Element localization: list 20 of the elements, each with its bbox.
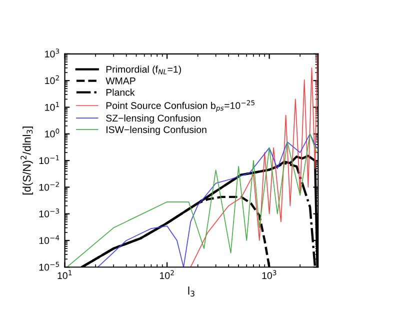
y-tick-label: 10$^{−3}$ <box>39 208 60 218</box>
x-tick-label: 10$^{3}$ <box>262 270 276 280</box>
y-tick-label: 10$^{0}$ <box>45 128 60 138</box>
legend-label: ISW−lensing Confusion <box>106 126 206 136</box>
legend-label: Planck <box>106 88 135 96</box>
y-axis-title: [d(S/N)$^{2}$/dlnl$_{3}$] <box>20 126 33 194</box>
y-tick-label: 10$^{−1}$ <box>39 155 59 164</box>
legend-label: SZ−lensing Confusion <box>106 114 200 124</box>
y-tick-label: 10$^{3}$ <box>45 48 60 58</box>
x-axis-title: l$_{3}$ <box>188 286 194 297</box>
y-tick-label: 10$^{−2}$ <box>39 182 59 191</box>
legend-label: Primordial (f$_{NL}$=1) <box>106 66 181 75</box>
legend-label: WMAP <box>106 78 136 84</box>
y-tick-label: 10$^{1}$ <box>45 102 59 111</box>
x-tick-label: 10$^{2}$ <box>160 270 174 280</box>
x-tick-label: 10$^{1}$ <box>58 270 72 280</box>
y-tick-label: 10$^{2}$ <box>45 75 59 84</box>
y-tick-label: 10$^{−5}$ <box>39 262 59 271</box>
legend-label: Point Source Confusion b$_{ps}$=10$^{−25}$ <box>106 100 254 112</box>
y-tick-label: 10$^{−4}$ <box>39 235 60 244</box>
